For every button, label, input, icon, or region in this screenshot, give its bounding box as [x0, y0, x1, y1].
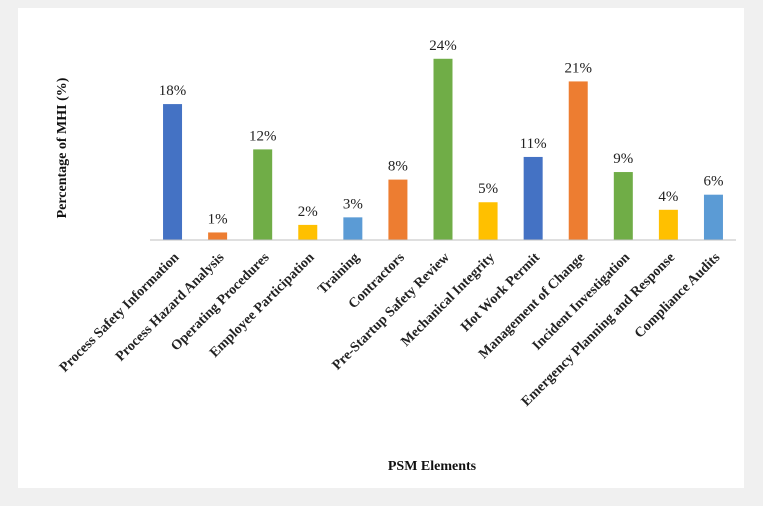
bar-value-label: 12% [249, 128, 277, 144]
bar [253, 149, 273, 240]
bar-chart: 18% 1% 12% 2% 3% 8% 24% 5% 11% 21% 9% 4% 6% Process … [55, 38, 736, 474]
category-label: Hot Work Permit [458, 250, 543, 335]
bar-value-label: 5% [478, 181, 498, 197]
bar [613, 172, 633, 240]
bars-layer [163, 58, 723, 240]
bar-value-label: 24% [429, 38, 457, 54]
bar [478, 202, 498, 240]
bar-value-label: 18% [159, 83, 187, 99]
y-axis-title: Percentage of MHI (%) [55, 77, 70, 218]
bar [208, 232, 228, 240]
bar-value-label: 4% [658, 189, 678, 205]
bar [343, 217, 363, 240]
bar-value-label: 8% [388, 159, 408, 175]
x-axis-title: PSM Elements [388, 459, 477, 474]
bar-value-label: 11% [520, 136, 547, 152]
bar [163, 104, 183, 240]
bar [298, 224, 318, 240]
chart-panel: 18% 1% 12% 2% 3% 8% 24% 5% 11% 21% 9% 4% 6% Process … [18, 8, 744, 488]
bar [433, 58, 453, 240]
bar [523, 156, 543, 240]
bar [568, 81, 588, 240]
bar [388, 179, 408, 240]
bar-value-label: 1% [208, 211, 228, 227]
bar-value-label: 6% [703, 174, 723, 190]
category-label: Compliance Audits [632, 250, 724, 342]
bar [703, 194, 723, 240]
bar [658, 209, 678, 240]
bar-value-label: 2% [298, 204, 318, 220]
bar-value-label: 3% [343, 196, 363, 212]
value-labels-layer: 18% 1% 12% 2% 3% 8% 24% 5% 11% 21% 9% 4% 6% [159, 38, 724, 228]
bar-value-label: 21% [564, 60, 592, 76]
bar-value-label: 9% [613, 151, 633, 167]
